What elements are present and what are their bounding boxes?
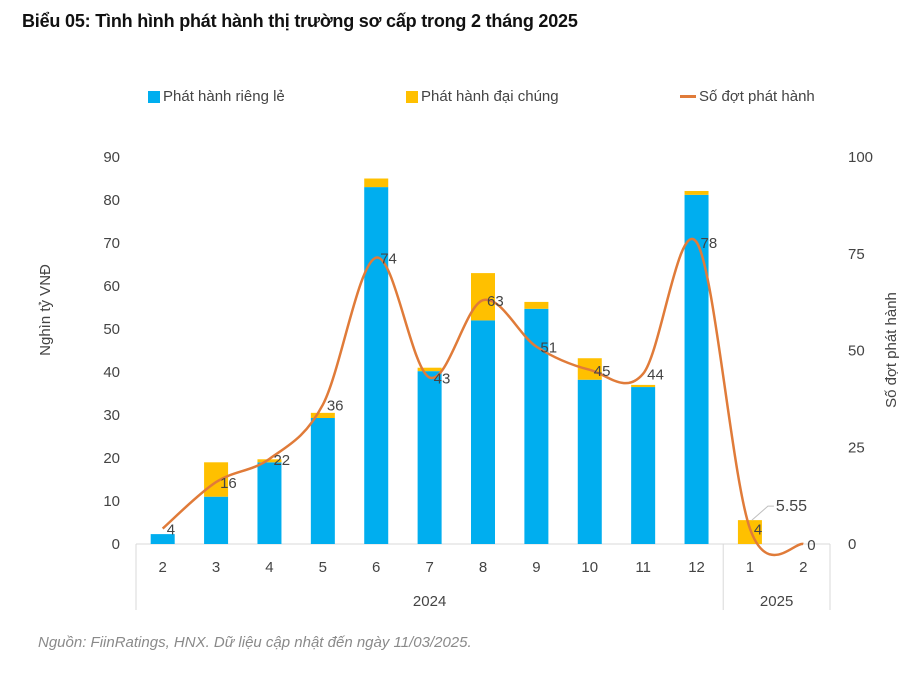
line-data-label: 78 — [701, 235, 718, 252]
y-tick-label: 80 — [103, 192, 120, 209]
line-data-label: 22 — [273, 452, 290, 469]
x-tick-label: 2 — [799, 559, 807, 576]
bar-private — [471, 320, 495, 544]
bar-private — [417, 371, 442, 544]
line-data-label: 51 — [540, 340, 557, 357]
line-data-label: 0 — [807, 537, 815, 554]
x-tick-label: 11 — [635, 559, 651, 576]
bar-private — [364, 187, 389, 544]
bar-private — [257, 462, 282, 544]
bar-public — [471, 273, 495, 321]
y2-tick-label: 0 — [848, 536, 856, 553]
bar-public — [417, 367, 442, 372]
x-group-label: 2024 — [413, 593, 446, 610]
x-tick-label: 4 — [265, 559, 273, 576]
y2-tick-label: 50 — [848, 343, 865, 360]
y-tick-label: 20 — [103, 450, 120, 467]
line-data-label: 4 — [167, 522, 175, 539]
y2-tick-label: 75 — [848, 246, 865, 263]
legend-item-private-issuance: Phát hành riêng lẻ — [148, 88, 285, 105]
bar-private — [631, 387, 656, 544]
y-tick-label: 30 — [103, 407, 120, 424]
x-tick-label: 7 — [425, 559, 433, 576]
y-axis-title: Nghìn tỷ VNĐ — [37, 264, 54, 356]
bars-group — [150, 178, 762, 544]
x-tick-label: 9 — [532, 559, 540, 576]
x-tick-label: 10 — [581, 559, 598, 576]
y-tick-label: 0 — [112, 536, 120, 553]
legend-item-issuance-count: Số đợt phát hành — [680, 88, 815, 105]
legend-label-private: Phát hành riêng lẻ — [163, 88, 285, 105]
y-tick-label: 60 — [103, 278, 120, 295]
bar-annotation-label: 5.55 — [776, 498, 807, 515]
line-data-label: 44 — [647, 367, 664, 384]
bar-public — [631, 384, 656, 388]
bar-public — [204, 462, 229, 497]
x-tick-label: 6 — [372, 559, 380, 576]
x-tick-label: 12 — [688, 559, 705, 576]
legend-item-public-issuance: Phát hành đại chúng — [406, 88, 559, 105]
line-data-label: 74 — [380, 251, 397, 268]
bar-private — [150, 534, 175, 544]
line-data-label: 36 — [327, 398, 344, 415]
line-data-label: 4 — [754, 522, 762, 539]
y-tick-label: 10 — [103, 493, 120, 510]
x-tick-label: 8 — [479, 559, 487, 576]
chart-title: Biểu 05: Tình hình phát hành thị trường … — [22, 11, 578, 31]
line-issuance-count — [161, 237, 804, 556]
labels-group: 4 16 22 36 74 43 63 51 45 44 78 4 0 5.55 — [167, 235, 816, 554]
bar-public — [364, 178, 389, 188]
y-tick-label: 50 — [103, 321, 120, 338]
bar-private — [577, 379, 602, 544]
x-tick-label: 3 — [212, 559, 220, 576]
legend-swatch-private — [148, 90, 160, 103]
x-tick-label: 1 — [746, 559, 754, 576]
x-tick-label: 2 — [159, 559, 167, 576]
bar-public — [310, 412, 335, 419]
y-tick-label: 70 — [103, 235, 120, 252]
line-data-label: 63 — [487, 293, 504, 310]
line-data-label: 43 — [434, 371, 451, 388]
y-tick-label: 90 — [103, 149, 120, 166]
bar-private — [204, 496, 229, 544]
bar-public — [524, 301, 549, 309]
bar-public — [257, 459, 282, 463]
legend-swatch-count — [680, 95, 696, 98]
bar-private — [310, 418, 335, 544]
bar-public — [684, 190, 709, 195]
y-tick-label: 40 — [103, 364, 120, 381]
y2-axis-title: Số đợt phát hành — [883, 292, 900, 408]
source-note: Nguồn: FiinRatings, HNX. Dữ liệu cập nhậ… — [38, 634, 472, 651]
legend: Phát hành riêng lẻ Phát hành đại chúng S… — [0, 88, 920, 112]
x-tick-label: 5 — [319, 559, 327, 576]
legend-label-public: Phát hành đại chúng — [421, 88, 559, 105]
line-data-label: 45 — [594, 363, 611, 380]
legend-swatch-public — [406, 90, 418, 103]
line-data-label: 16 — [220, 475, 237, 492]
line-group — [161, 237, 804, 556]
annotation-leader-line — [751, 505, 774, 521]
y2-tick-label: 100 — [848, 149, 873, 166]
x-group-label: 2025 — [760, 593, 793, 610]
bar-private — [684, 194, 709, 544]
legend-label-count: Số đợt phát hành — [699, 88, 815, 105]
y2-tick-label: 25 — [848, 439, 865, 456]
